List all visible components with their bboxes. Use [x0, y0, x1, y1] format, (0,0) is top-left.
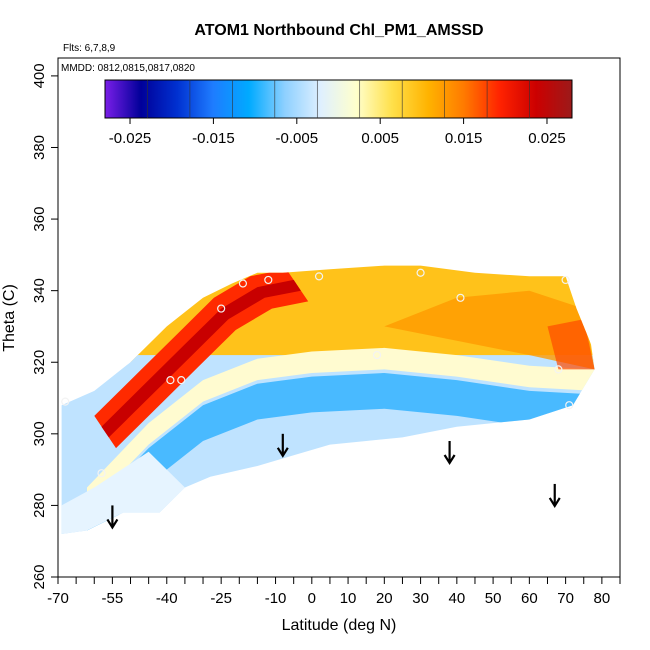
flight-arrow: [548, 483, 561, 509]
colorbar-tick-label: 0.025: [528, 130, 566, 147]
sample-point: [565, 401, 574, 410]
y-tick-label: 260: [31, 564, 48, 589]
colorbar-tick-label: 0.015: [445, 130, 483, 147]
flight-arrow: [106, 505, 119, 530]
x-tick-label: 30: [412, 590, 429, 607]
x-axis: -70 -55 -40 -25 -10 0 10 20 30 40 50 60 70 80: [47, 577, 621, 607]
sample-point: [554, 365, 563, 374]
x-tick-label: 80: [594, 590, 611, 607]
flight-arrow: [276, 433, 289, 458]
x-axis-label: Latitude (deg N): [282, 617, 397, 634]
sample-point: [61, 397, 70, 406]
sample-point: [561, 275, 570, 285]
y-tick-label: 400: [31, 63, 48, 88]
data-field: [61, 265, 595, 534]
y-tick-label: 280: [31, 493, 48, 518]
sample-point: [217, 304, 226, 313]
sample-point: [264, 275, 273, 285]
y-axis-label: Theta (C): [1, 284, 18, 352]
field-hotspot: [547, 319, 595, 370]
x-tick-label: -70: [47, 590, 69, 607]
x-tick-label: 10: [340, 590, 357, 607]
sample-point: [177, 376, 186, 385]
colorbar-tick-label: -0.015: [192, 130, 235, 147]
colorbar-tick-label: 0.005: [361, 130, 399, 147]
y-tick-label: 360: [31, 207, 48, 232]
colorbar-labels: -0.025 -0.015 -0.005 0.005 0.015 0.025: [109, 130, 566, 147]
sample-point: [416, 268, 425, 277]
x-tick-label: 70: [557, 590, 574, 607]
field-negative-band: [87, 373, 595, 534]
colorbar-gradient: [104, 79, 573, 119]
chart-title: ATOM1 Northbound Chl_PM1_AMSSD: [194, 22, 483, 39]
x-tick-label: 50: [485, 590, 502, 607]
field-orange-region: [384, 290, 595, 370]
colorbar-ticks: [129, 80, 548, 124]
y-tick-label: 380: [31, 135, 48, 160]
flight-arrow: [443, 440, 456, 466]
plot-frame: [57, 57, 621, 578]
dates-label: MMDD: 0812,0815,0817,0820: [61, 63, 195, 74]
x-tick-label: -10: [265, 590, 287, 607]
flight-arrows: [106, 433, 561, 530]
y-tick-label: 320: [31, 350, 48, 375]
x-tick-label: -40: [156, 590, 178, 607]
field-peak-band: [94, 269, 309, 449]
flights-label: Flts: 6,7,8,9: [63, 43, 116, 54]
x-tick-label: -55: [102, 590, 124, 607]
x-tick-label: 0: [308, 590, 316, 607]
sample-points: [61, 268, 574, 478]
sample-point: [372, 350, 382, 360]
x-tick-label: 40: [448, 590, 465, 607]
y-tick-label: 340: [31, 278, 48, 303]
sample-point: [238, 279, 248, 288]
x-tick-label: -25: [210, 590, 232, 607]
sample-point: [456, 293, 465, 302]
colorbar-tick-label: -0.025: [109, 130, 152, 147]
field-peak-core: [101, 279, 301, 438]
y-tick-label: 300: [31, 421, 48, 446]
colorbar: -0.025 -0.015 -0.005 0.005 0.015 0.025: [104, 79, 573, 147]
colorbar-tick-label: -0.005: [276, 130, 319, 147]
sample-point: [314, 272, 324, 281]
field-pale-region: [61, 451, 185, 534]
y-axis: 260 280 300 320 340 360 380 400: [31, 63, 58, 590]
x-tick-label: 60: [521, 590, 538, 607]
x-tick-label: 20: [376, 590, 393, 607]
field-neutral-band: [87, 347, 595, 509]
sample-point: [166, 376, 175, 385]
sample-point: [97, 469, 106, 478]
